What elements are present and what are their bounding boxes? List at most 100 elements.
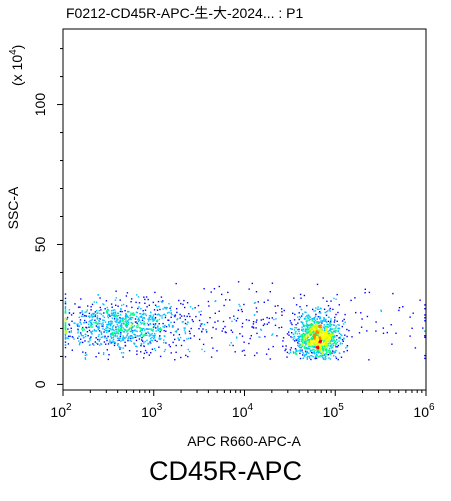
- event-point: [364, 288, 366, 290]
- event-point: [241, 326, 243, 328]
- event-point: [64, 306, 67, 308]
- event-point: [298, 330, 300, 333]
- event-point: [159, 327, 162, 329]
- event-point: [293, 337, 295, 339]
- event-point: [329, 310, 331, 312]
- event-point: [308, 342, 311, 344]
- event-point: [126, 329, 128, 332]
- event-point: [380, 309, 382, 311]
- event-point: [213, 288, 216, 290]
- event-point: [161, 301, 163, 303]
- event-point: [300, 308, 302, 311]
- event-point: [147, 318, 149, 320]
- event-point: [142, 317, 144, 319]
- event-point: [179, 317, 181, 319]
- x-tick-label: 104: [232, 402, 254, 420]
- event-point: [304, 354, 306, 357]
- event-point: [138, 318, 140, 320]
- event-point: [313, 339, 315, 341]
- event-point: [116, 319, 119, 321]
- event-point: [175, 331, 178, 333]
- event-point: [271, 282, 274, 284]
- event-point: [90, 325, 92, 327]
- event-point: [334, 319, 336, 321]
- event-point: [83, 322, 86, 324]
- event-point: [136, 353, 138, 355]
- event-point: [323, 336, 325, 339]
- event-point: [333, 321, 336, 323]
- event-point: [309, 329, 311, 331]
- event-point: [119, 324, 122, 327]
- event-point: [94, 341, 96, 343]
- event-point: [316, 353, 318, 356]
- event-point: [316, 345, 319, 348]
- event-point: [331, 347, 333, 349]
- event-point: [325, 314, 328, 316]
- event-point: [101, 323, 103, 325]
- event-point: [343, 351, 345, 353]
- event-point: [132, 314, 134, 316]
- event-point: [310, 351, 313, 354]
- event-point: [112, 325, 114, 328]
- event-point: [329, 351, 331, 353]
- event-point: [310, 333, 312, 336]
- event-point: [113, 318, 116, 320]
- event-point: [315, 331, 317, 333]
- event-point: [237, 309, 240, 311]
- chart-title: F0212-CD45R-APC-生-大-2024... : P1: [66, 5, 304, 21]
- event-point: [329, 325, 331, 327]
- event-point: [307, 344, 309, 347]
- event-point: [142, 313, 145, 316]
- event-point: [160, 300, 162, 303]
- event-point: [64, 344, 67, 346]
- event-point: [301, 349, 303, 351]
- event-point: [302, 332, 305, 335]
- event-point: [173, 321, 175, 323]
- event-point: [338, 340, 340, 342]
- event-point: [120, 352, 123, 354]
- event-point: [160, 338, 162, 340]
- event-point: [121, 329, 123, 332]
- event-point: [309, 342, 312, 345]
- event-point: [67, 343, 70, 345]
- event-point: [325, 338, 327, 340]
- event-point: [88, 344, 91, 346]
- event-point: [314, 334, 317, 336]
- event-point: [96, 310, 98, 312]
- event-point: [329, 334, 332, 336]
- event-point: [140, 342, 143, 345]
- event-point: [307, 333, 309, 335]
- event-point: [311, 340, 314, 342]
- event-point: [268, 317, 270, 320]
- event-point: [324, 320, 326, 322]
- event-point: [298, 312, 300, 314]
- event-point: [299, 344, 301, 346]
- event-point: [116, 316, 118, 318]
- event-point: [85, 321, 88, 324]
- event-point: [131, 317, 134, 319]
- event-point: [318, 332, 320, 335]
- event-point: [109, 323, 111, 325]
- event-point: [156, 340, 158, 343]
- event-point: [310, 341, 313, 343]
- event-point: [115, 290, 117, 292]
- event-point: [153, 336, 155, 338]
- event-point: [151, 318, 153, 320]
- event-point: [299, 315, 301, 318]
- event-point: [320, 344, 323, 346]
- event-point: [117, 343, 120, 345]
- event-point: [91, 318, 93, 321]
- event-point: [172, 341, 174, 344]
- event-point: [157, 329, 160, 331]
- event-point: [74, 322, 76, 324]
- event-point: [222, 327, 224, 330]
- event-point: [151, 336, 153, 339]
- event-point: [253, 314, 256, 316]
- event-point: [105, 327, 107, 330]
- event-point: [183, 315, 186, 317]
- event-point: [324, 329, 327, 332]
- event-point: [313, 331, 315, 333]
- event-point: [217, 320, 219, 322]
- event-point: [310, 324, 312, 327]
- event-point: [143, 296, 145, 298]
